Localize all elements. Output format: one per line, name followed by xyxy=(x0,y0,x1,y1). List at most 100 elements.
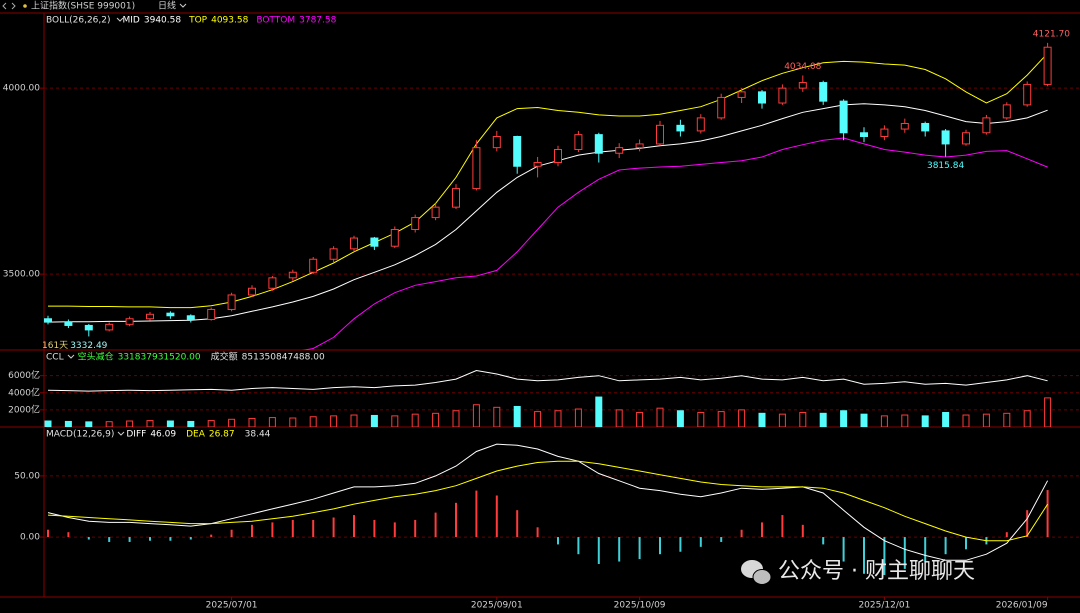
candle-body xyxy=(207,308,216,320)
candle-body xyxy=(737,91,746,98)
volume-bar xyxy=(697,411,705,427)
candle-body xyxy=(615,147,624,154)
candle-body xyxy=(656,124,664,145)
macd-bar xyxy=(761,522,763,538)
candle-body xyxy=(696,117,705,132)
macd-bar xyxy=(903,537,906,569)
macd-bar xyxy=(475,490,478,538)
macd-bar xyxy=(87,537,90,540)
candle-body xyxy=(472,147,481,190)
candle-body xyxy=(492,135,501,149)
volume-bar xyxy=(595,396,603,427)
volume-bar xyxy=(452,410,460,427)
volume-bar xyxy=(472,404,480,427)
candle-body xyxy=(288,271,297,279)
candle-body xyxy=(717,96,726,119)
candle-body xyxy=(309,258,318,273)
macd-bar xyxy=(720,537,723,542)
volume-bar xyxy=(799,411,807,427)
y-tick-label: 50.00 xyxy=(14,471,40,481)
macd-bar xyxy=(557,537,559,545)
volume-bar xyxy=(880,415,888,427)
volume-bar xyxy=(554,410,562,427)
legend-name: DEA xyxy=(186,430,206,440)
period-chevron[interactable] xyxy=(179,3,187,8)
indicator-chevron xyxy=(67,354,75,359)
volume-bar xyxy=(860,413,868,427)
macd-bar xyxy=(679,537,682,552)
candle-body xyxy=(1043,46,1052,85)
extreme-label: 4121.70 xyxy=(1033,29,1070,39)
indicator-label: BOLL(26,26,2) xyxy=(46,16,111,26)
candle-body xyxy=(370,237,379,247)
x-tick-label: 2025/07/01 xyxy=(206,601,258,611)
y-tick-label: 6000亿 xyxy=(8,369,40,381)
macd-bar xyxy=(618,537,621,562)
ccl-line xyxy=(47,369,1048,392)
period-selector[interactable]: 日线 xyxy=(158,0,176,12)
candle-body xyxy=(513,135,522,167)
volume-bar xyxy=(166,420,174,427)
candle-body xyxy=(166,312,175,317)
volume-bar xyxy=(207,420,215,427)
volume-bar xyxy=(330,415,338,427)
macd-line xyxy=(47,443,1049,561)
price-plot xyxy=(44,42,1052,350)
macd-bar xyxy=(597,537,600,564)
macd-bar xyxy=(210,534,213,538)
macd-bar xyxy=(332,517,335,538)
candle-body xyxy=(268,277,277,289)
legend-value: 3940.58 xyxy=(144,16,181,26)
volume-bar xyxy=(146,420,154,427)
legend-value: 3787.58 xyxy=(299,16,336,26)
legend-name: DIFF xyxy=(126,430,146,440)
volume-bar xyxy=(309,416,317,427)
nav-prev-icon[interactable] xyxy=(2,2,7,10)
extreme-note: 161天 xyxy=(42,341,68,351)
extreme-label: 3815.84 xyxy=(927,161,964,171)
macd-bar xyxy=(883,537,886,575)
macd-bar xyxy=(47,529,49,538)
candle-body xyxy=(554,149,562,164)
candle-body xyxy=(574,134,583,151)
volume-bar xyxy=(370,414,378,427)
macd-bar xyxy=(638,537,641,560)
macd-bar xyxy=(393,522,396,538)
macd-bar xyxy=(271,522,274,538)
security-title: 上证指数(SHSE 999001) xyxy=(31,0,135,12)
readout-value: 331837931520.00 xyxy=(118,353,201,363)
legend-value: 38.44 xyxy=(245,430,271,440)
volume-bar xyxy=(717,411,725,427)
extreme-label: 4034.08 xyxy=(784,62,821,72)
candle-body xyxy=(390,228,399,247)
volume-bar xyxy=(350,414,358,427)
macd-bar xyxy=(353,515,355,538)
volume-bar xyxy=(778,413,786,427)
candle-body xyxy=(921,122,930,132)
volume-bar xyxy=(758,412,766,427)
macd-bar xyxy=(189,537,192,540)
candle-body xyxy=(941,130,950,145)
boll-line xyxy=(48,52,1048,309)
candle-body xyxy=(84,324,93,331)
macd-bar xyxy=(577,537,580,555)
volume-bar xyxy=(513,405,521,427)
volume-bar xyxy=(1023,410,1031,427)
volume-bar xyxy=(819,412,827,427)
nav-next-icon[interactable] xyxy=(11,2,16,10)
macd-bar xyxy=(455,502,457,538)
candle-body xyxy=(186,315,195,320)
candle-body xyxy=(819,82,828,102)
indicator-label: MACD(12,26,9) xyxy=(46,430,114,440)
volume-bar xyxy=(942,411,950,427)
volume-bar xyxy=(1044,397,1052,427)
candle-body xyxy=(594,134,603,154)
legend-name: TOP xyxy=(188,16,208,26)
volume-bar xyxy=(738,409,746,427)
plot-layer: 4000.00 3500.00 2025/07/01 2025/09/01 2025/1… xyxy=(3,16,1080,611)
candle-body xyxy=(64,321,73,326)
candle-body xyxy=(1023,83,1032,106)
macd-bar xyxy=(128,537,131,542)
